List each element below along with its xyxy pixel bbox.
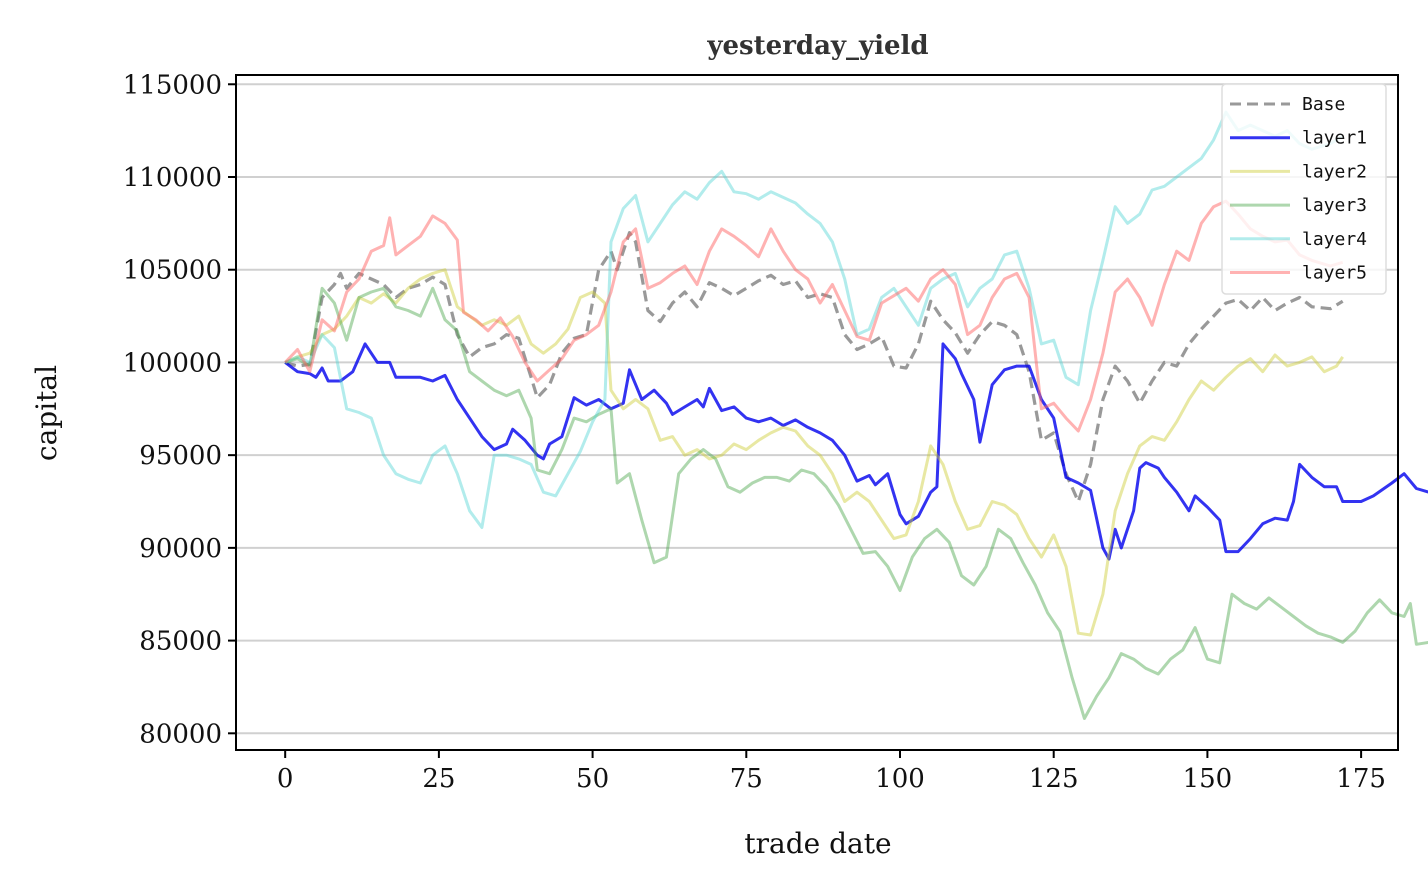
x-tick-label: 0 [277, 764, 294, 794]
series-line-layer3 [284, 286, 1428, 720]
legend-label-layer2: layer2 [1302, 161, 1367, 182]
x-axis-label: trade date [744, 827, 891, 860]
series-line-layer5 [284, 199, 1344, 433]
legend-label-layer5: layer5 [1302, 263, 1367, 284]
legend-label-layer1: layer1 [1302, 128, 1367, 149]
y-axis-label: capital [30, 365, 63, 461]
grid-lines [236, 83, 1398, 735]
y-tick-label: 105000 [123, 256, 222, 286]
series-line-layer1 [284, 342, 1428, 561]
series-line-layer4 [284, 110, 1344, 529]
legend-label-base: Base [1302, 94, 1345, 115]
x-tick-label: 50 [576, 764, 609, 794]
y-tick-label: 85000 [139, 627, 222, 657]
x-tick-label: 100 [875, 764, 925, 794]
y-tick-label: 95000 [139, 441, 222, 471]
series-line-base [284, 231, 1344, 504]
plot-area [284, 110, 1428, 720]
axes: 80000 85000 90000 95000 100000 105000 110000 11… [123, 70, 1399, 794]
legend: Base layer1 layer2 layer3 layer4 layer5 [1221, 83, 1387, 295]
legend-label-layer3: layer3 [1302, 195, 1367, 216]
y-tick-label: 90000 [139, 534, 222, 564]
x-tick-label: 125 [1029, 764, 1079, 794]
x-tick-label: 25 [422, 764, 455, 794]
y-tick-label: 110000 [123, 163, 222, 193]
y-tick-label: 100000 [123, 348, 222, 378]
plot-frame [235, 74, 1399, 751]
series-line-layer2 [284, 268, 1344, 637]
y-tick-label: 115000 [123, 70, 222, 100]
chart-title: yesterday_yield [706, 31, 928, 61]
legend-label-layer4: layer4 [1302, 229, 1367, 250]
x-tick-label: 75 [730, 764, 763, 794]
y-tick-label: 80000 [139, 719, 222, 749]
x-tick-label: 175 [1336, 764, 1386, 794]
x-tick-label: 150 [1183, 764, 1233, 794]
